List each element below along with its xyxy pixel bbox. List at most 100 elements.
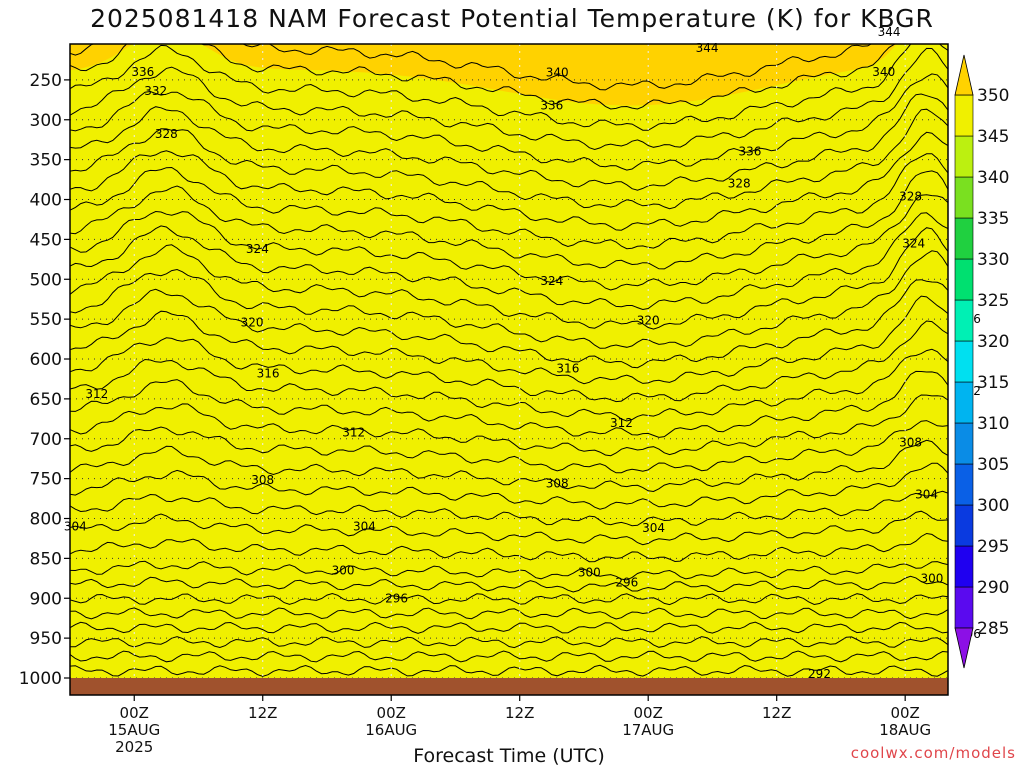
contour-label: 304 <box>915 488 938 502</box>
plot-frame <box>69 43 949 696</box>
isentrope-316 <box>70 370 948 438</box>
x-tick-label: 00Z <box>377 704 406 722</box>
colorbar-label: 340 <box>977 168 1009 188</box>
y-tick-label: 1000 <box>19 669 62 689</box>
colorbar-box <box>954 381 974 424</box>
colorbar-box <box>954 299 974 342</box>
contour-label: 320 <box>241 315 264 329</box>
colorbar-box <box>954 545 974 588</box>
contour-label: 316 <box>257 366 280 380</box>
x-tick-label: 12Z <box>762 704 791 722</box>
colorbar-box <box>954 135 974 178</box>
y-tick-label: 950 <box>30 629 62 649</box>
y-tick-label: 700 <box>30 430 62 450</box>
contour-label: 328 <box>155 127 178 141</box>
contour-label: 328 <box>899 189 922 203</box>
isentrope-330 <box>70 212 948 311</box>
colorbar-label: 345 <box>977 127 1009 147</box>
colorbar-label: 325 <box>977 291 1009 311</box>
contour-label: 304 <box>64 519 87 533</box>
colorbar-top-triangle <box>954 54 974 96</box>
isentrope-292 <box>70 621 948 634</box>
x-tick-label: 00Z <box>634 704 663 722</box>
contour-label: 332 <box>144 84 167 98</box>
isentrope-324 <box>70 279 948 369</box>
isentrope-342 <box>70 93 948 191</box>
contour-label: 308 <box>899 436 922 450</box>
y-tick-label: 550 <box>30 310 62 330</box>
contour-label: 344 <box>696 41 719 55</box>
y-tick-label: 350 <box>30 151 62 171</box>
isentrope-352 <box>70 44 873 91</box>
isentrope-328 <box>70 227 948 330</box>
contour-label: 336 <box>540 98 563 112</box>
y-tick-label: 600 <box>30 350 62 370</box>
contour-label: 324 <box>902 236 925 250</box>
colorbar-box <box>954 422 974 465</box>
fill-band-350 <box>70 44 948 678</box>
isentrope-300 <box>70 560 948 581</box>
contour-label: 292 <box>808 667 831 681</box>
contour-label: 316 <box>556 362 579 376</box>
isentrope-290 <box>70 636 948 649</box>
colorbar-bottom-triangle <box>954 627 974 669</box>
colorbar-label: 350 <box>977 86 1009 106</box>
isentrope-308 <box>70 462 948 510</box>
isentrope-312 <box>70 420 948 474</box>
contour-label: 296 <box>615 575 638 589</box>
isentrope-322 <box>70 295 948 385</box>
y-tick-label: 750 <box>30 470 62 490</box>
contour-label: 344 <box>878 25 901 39</box>
isentrope-338 <box>70 131 948 231</box>
colorbar-box <box>954 340 974 383</box>
contour-label: 336 <box>738 145 761 159</box>
y-tick-label: 650 <box>30 390 62 410</box>
x-axis-title: Forecast Time (UTC) <box>413 745 605 767</box>
contour-label: 336 <box>131 65 154 79</box>
x-tick-label: 00Z <box>890 704 919 722</box>
colorbar-box <box>954 94 974 137</box>
x-tick-label: 2025 <box>115 738 153 756</box>
ground-strip <box>70 678 948 695</box>
y-tick-label: 400 <box>30 191 62 211</box>
colorbar-box <box>954 217 974 260</box>
y-axis: 250 300 350 400 450 500 550 600 650 700 750 800 850 9… <box>19 71 70 689</box>
colorbar-label: 330 <box>977 250 1009 270</box>
contour-label: 312 <box>342 425 365 439</box>
isentrope-286 <box>70 664 948 677</box>
chart-title: 2025081418 NAM Forecast Potential Temper… <box>90 4 934 33</box>
colorbar-box <box>954 176 974 219</box>
colorbar-label: 310 <box>977 414 1009 434</box>
contour-label: 320 <box>637 314 660 328</box>
y-tick-label: 250 <box>30 71 62 91</box>
y-tick-label: 800 <box>30 510 62 530</box>
isentrope-332 <box>70 194 948 291</box>
colorbar-box <box>954 504 974 547</box>
colorbar-label: 300 <box>977 496 1009 516</box>
isentrope-340 <box>70 108 948 210</box>
isentrope-304 <box>70 510 948 546</box>
colorbar-label: 315 <box>977 373 1009 393</box>
x-tick-label: 17AUG <box>622 721 674 739</box>
isentrope-302 <box>70 532 948 563</box>
colorbar-label: 285 <box>977 619 1009 639</box>
y-tick-label: 900 <box>30 589 62 609</box>
colorbar-label: 290 <box>977 578 1009 598</box>
colorbar-box <box>954 463 974 506</box>
colorbar-label: 305 <box>977 455 1009 475</box>
contour-label: 300 <box>332 563 355 577</box>
x-tick-label: 12Z <box>248 704 277 722</box>
colorbar-box <box>954 258 974 301</box>
y-tick-label: 850 <box>30 549 62 569</box>
isentrope-306 <box>70 490 948 527</box>
contour-label: 312 <box>85 387 108 401</box>
y-tick-label: 500 <box>30 270 62 290</box>
colorbar-label: 335 <box>977 209 1009 229</box>
grid-lines <box>70 44 948 679</box>
contour-label: 312 <box>610 416 633 430</box>
colorbar: 350 345 340 335 330 325 320 315 310 305 300 295 290 2… <box>954 54 1009 669</box>
contour-label: 296 <box>385 591 408 605</box>
isentrope-346 <box>70 47 948 151</box>
isentrope-348 <box>70 44 948 131</box>
